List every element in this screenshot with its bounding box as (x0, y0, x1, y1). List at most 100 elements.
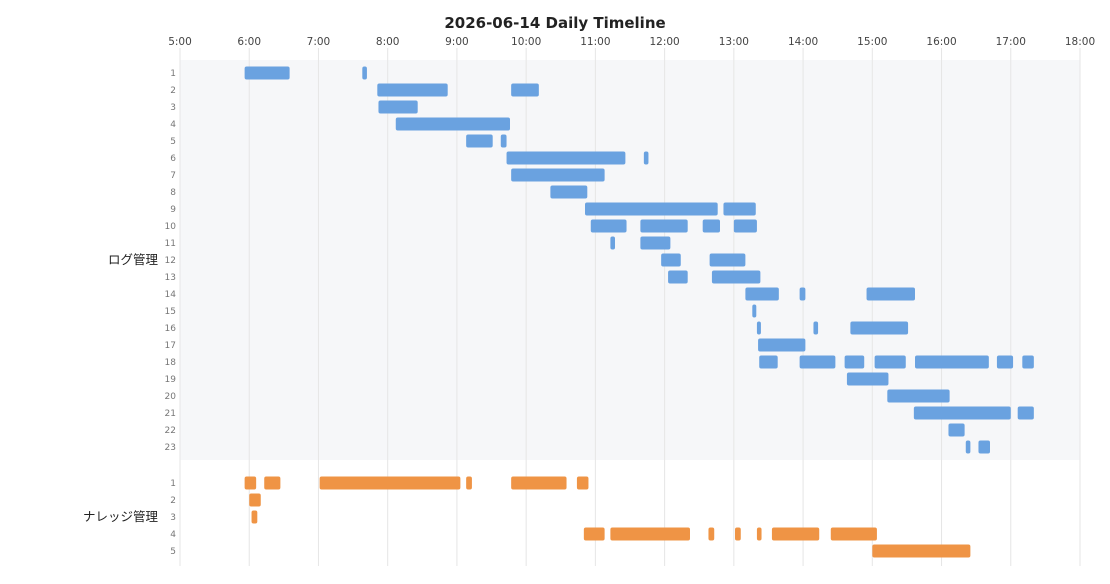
row-label: 7 (170, 171, 176, 181)
timeline-bar (319, 476, 461, 490)
row-label: 3 (170, 103, 176, 113)
timeline-bar (511, 476, 567, 490)
row-label: 2 (170, 86, 176, 96)
timeline-bar (711, 270, 761, 284)
group-label: ナレッジ管理 (83, 509, 159, 524)
timeline-bar (813, 321, 819, 335)
timeline-bar (913, 406, 1011, 420)
timeline-bar (846, 372, 889, 386)
x-tick-label: 11:00 (580, 36, 610, 48)
timeline-bar (585, 202, 718, 216)
timeline-bar (511, 83, 539, 97)
row-label: 3 (170, 513, 176, 523)
row-label: 23 (165, 443, 176, 453)
timeline-bar (735, 527, 741, 541)
timeline-bar (576, 476, 589, 490)
timeline-bar (378, 100, 418, 114)
timeline-bar (590, 219, 627, 233)
timeline-bar (466, 134, 493, 148)
timeline-bar (610, 236, 615, 250)
timeline-bar (733, 219, 757, 233)
timeline-bar (872, 544, 971, 558)
timeline-bar (550, 185, 588, 199)
row-label: 9 (170, 205, 176, 215)
timeline-bar (511, 168, 605, 182)
x-tick-label: 16:00 (926, 36, 956, 48)
timeline-bar (844, 355, 865, 369)
row-label: 20 (165, 392, 177, 402)
row-label: 10 (165, 222, 177, 232)
timeline-bar (506, 151, 626, 165)
timeline-bar (1022, 355, 1034, 369)
timeline-bar (640, 219, 688, 233)
timeline-bar (887, 389, 950, 403)
row-label: 5 (170, 547, 176, 557)
x-tick-label: 13:00 (719, 36, 749, 48)
row-label: 17 (165, 341, 176, 351)
timeline-bar (996, 355, 1014, 369)
x-tick-label: 9:00 (445, 36, 469, 48)
timeline-bar (610, 527, 690, 541)
timeline-bar (866, 287, 915, 301)
timeline-bar (1017, 406, 1034, 420)
timeline-bar (395, 117, 510, 131)
timeline-bar (723, 202, 756, 216)
timeline-bar (799, 287, 806, 301)
x-tick-label: 5:00 (168, 36, 192, 48)
row-label: 21 (165, 409, 176, 419)
x-tick-label: 6:00 (237, 36, 261, 48)
timeline-bar (466, 476, 472, 490)
timeline-bar (500, 134, 507, 148)
timeline-bar (249, 493, 261, 507)
timeline-bar (640, 236, 671, 250)
timeline-bar (702, 219, 720, 233)
row-label: 4 (170, 530, 176, 540)
x-tick-label: 17:00 (996, 36, 1026, 48)
row-label: 11 (165, 239, 176, 249)
timeline-bar (752, 304, 757, 318)
timeline-bar (244, 66, 290, 80)
timeline-bar (745, 287, 779, 301)
timeline-bar (758, 338, 806, 352)
timeline-bar (709, 253, 746, 267)
row-label: 18 (165, 358, 177, 368)
row-label: 2 (170, 496, 176, 506)
timeline-bar (708, 527, 715, 541)
timeline-bar (759, 355, 778, 369)
row-label: 14 (165, 290, 177, 300)
timeline-bar (264, 476, 281, 490)
timeline-bar (362, 66, 367, 80)
timeline-bar (756, 527, 762, 541)
timeline-bar (830, 527, 877, 541)
timeline-bar (850, 321, 909, 335)
timeline-bar (661, 253, 681, 267)
x-tick-label: 12:00 (649, 36, 679, 48)
row-label: 1 (170, 69, 176, 79)
x-tick-label: 10:00 (511, 36, 541, 48)
timeline-bar (244, 476, 257, 490)
timeline-bar (668, 270, 688, 284)
timeline-bar (978, 440, 990, 454)
row-label: 8 (170, 188, 176, 198)
row-label: 22 (165, 426, 176, 436)
timeline-bar (756, 321, 761, 335)
row-label: 13 (165, 273, 176, 283)
row-label: 1 (170, 479, 176, 489)
timeline-bar (643, 151, 649, 165)
timeline-bar (948, 423, 965, 437)
x-tick-label: 18:00 (1065, 36, 1095, 48)
timeline-bar (377, 83, 448, 97)
row-label: 5 (170, 137, 176, 147)
timeline-bar (965, 440, 971, 454)
row-label: 15 (165, 307, 176, 317)
row-label: 12 (165, 256, 176, 266)
row-label: 4 (170, 120, 176, 130)
chart-title: 2026-06-14 Daily Timeline (444, 14, 666, 32)
row-label: 19 (165, 375, 177, 385)
row-label: 6 (170, 154, 176, 164)
x-tick-label: 15:00 (857, 36, 887, 48)
timeline-bar (583, 527, 605, 541)
x-tick-label: 8:00 (376, 36, 400, 48)
